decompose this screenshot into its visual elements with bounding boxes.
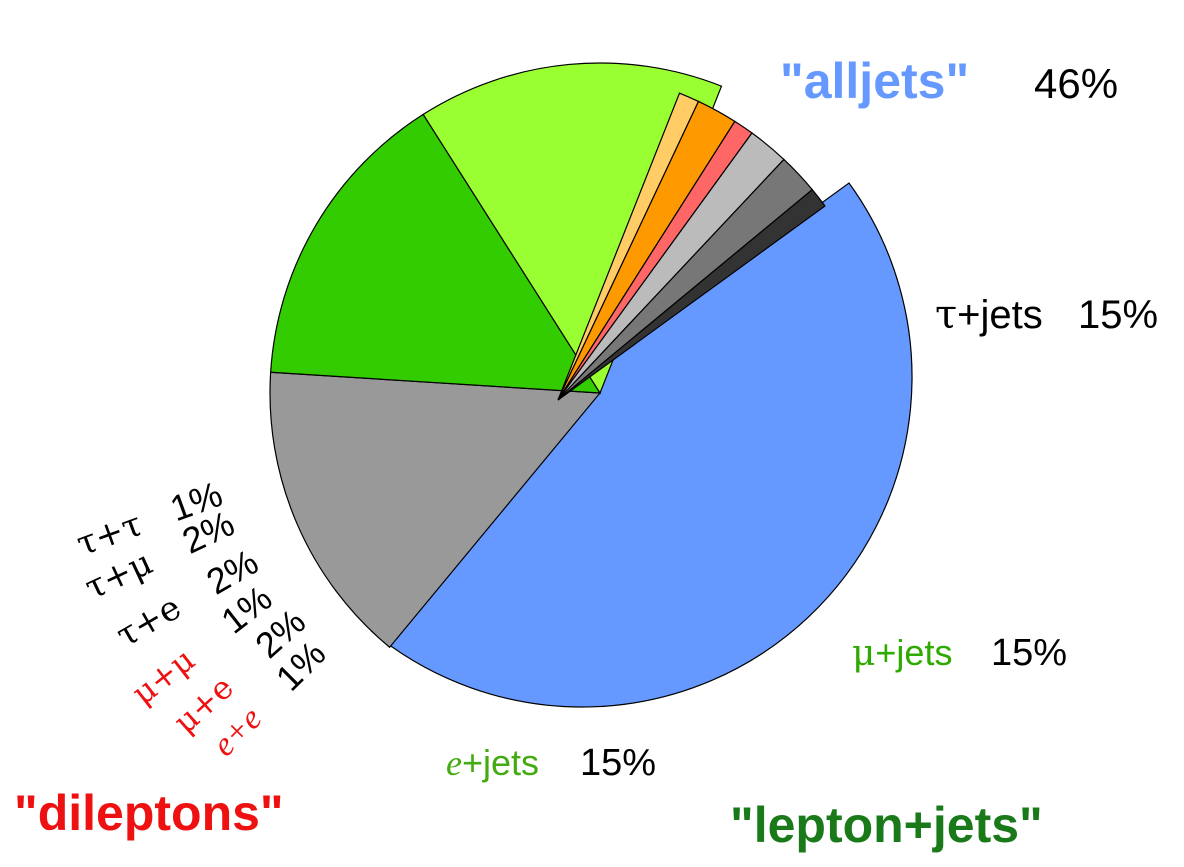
ejets-rest: +jets bbox=[462, 742, 539, 783]
ejets-label: e+jets bbox=[446, 742, 539, 783]
ejets-pct-label: 15% bbox=[580, 742, 656, 784]
taujets-rest: +jets bbox=[957, 293, 1043, 337]
alljets-group-label: "alljets" bbox=[780, 53, 969, 109]
mujets-rest: +jets bbox=[875, 632, 952, 673]
taujets-label: τ+jets bbox=[935, 292, 1043, 338]
taujets-greek: τ bbox=[935, 292, 957, 338]
alljets-pct-label: 46% bbox=[1034, 60, 1118, 107]
mujets-pct-label: 15% bbox=[991, 632, 1067, 674]
mujets-greek: μ bbox=[852, 633, 875, 674]
pie-slice-2 bbox=[270, 113, 602, 394]
taujets-pct-label: 15% bbox=[1078, 293, 1158, 337]
pie-slice-9 bbox=[557, 188, 826, 401]
lepton-jets-group-label: "lepton+jets" bbox=[730, 797, 1043, 853]
pie-slice-0 bbox=[370, 182, 913, 708]
pie-slice-1 bbox=[269, 371, 602, 649]
ejets-ital: e bbox=[446, 743, 462, 783]
pie-slices bbox=[269, 62, 913, 708]
dileptons-group-label: "dileptons" bbox=[14, 785, 284, 841]
mujets-label: μ+jets bbox=[852, 632, 952, 674]
pie-slice-3 bbox=[422, 62, 723, 395]
